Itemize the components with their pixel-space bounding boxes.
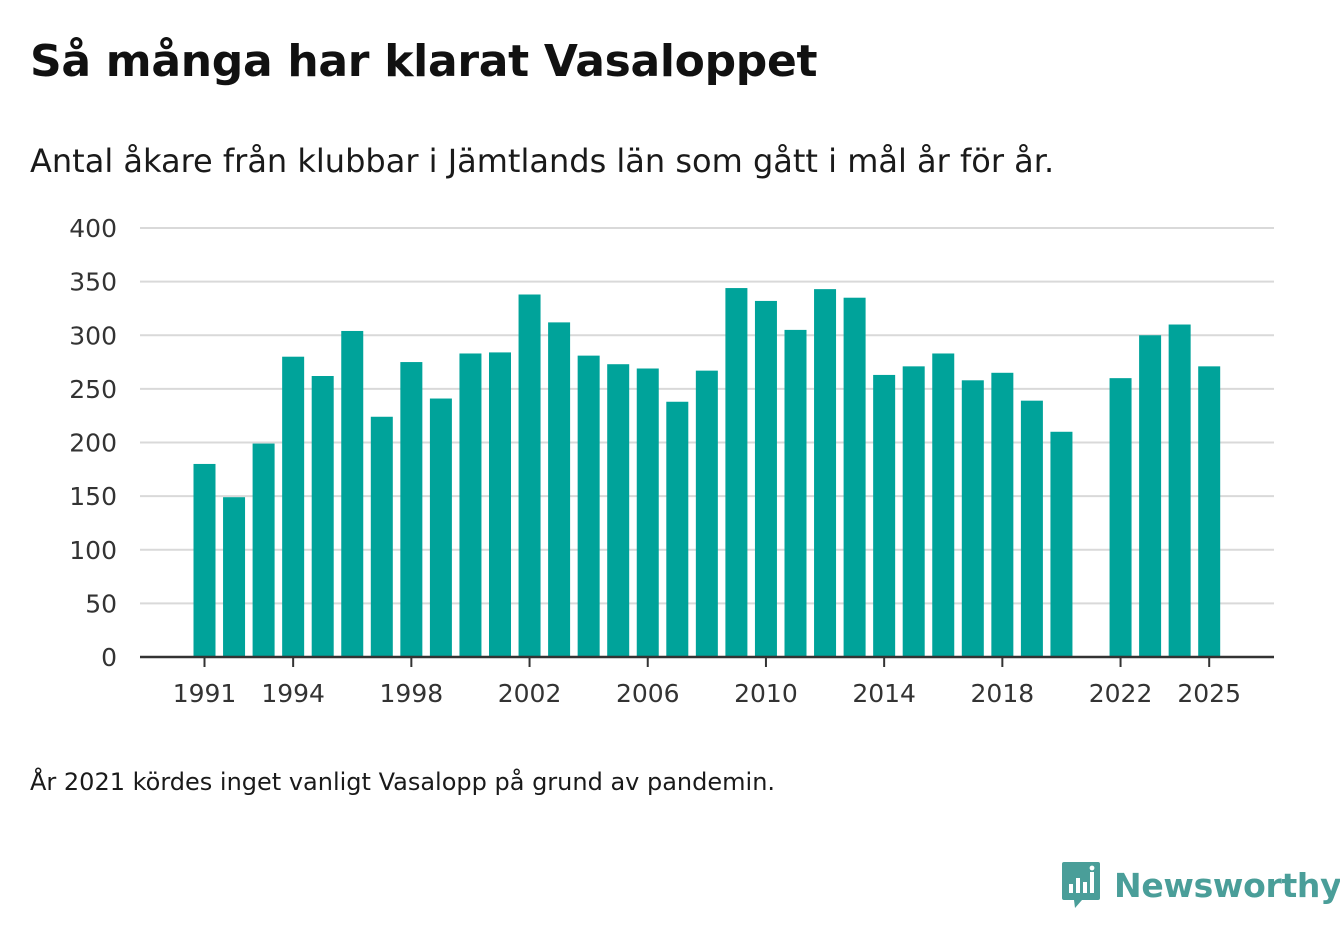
bar-2003[interactable] bbox=[548, 322, 571, 657]
bar-2024[interactable] bbox=[1168, 324, 1191, 657]
bar-1999[interactable] bbox=[429, 398, 452, 657]
chart-title: Så många har klarat Vasaloppet bbox=[30, 36, 818, 87]
y-tick-label: 400 bbox=[69, 214, 117, 243]
x-tick-label: 1991 bbox=[173, 679, 237, 708]
x-tick-label: 1994 bbox=[261, 679, 325, 708]
bar-2017[interactable] bbox=[961, 380, 984, 657]
y-tick-label: 350 bbox=[69, 268, 117, 297]
bar-2023[interactable] bbox=[1139, 335, 1162, 657]
y-tick-label: 200 bbox=[69, 429, 117, 458]
y-tick-label: 0 bbox=[101, 643, 117, 672]
bar-2001[interactable] bbox=[489, 352, 511, 657]
bar-2005[interactable] bbox=[607, 364, 630, 657]
bar-2025[interactable] bbox=[1198, 366, 1221, 657]
bar-2000[interactable] bbox=[459, 353, 482, 657]
bar-2013[interactable] bbox=[843, 297, 866, 657]
bar-2019[interactable] bbox=[1020, 400, 1043, 657]
bar-2020[interactable] bbox=[1050, 431, 1073, 657]
bar-2002[interactable] bbox=[518, 294, 541, 658]
bar-1997[interactable] bbox=[370, 416, 393, 657]
footnote: År 2021 kördes inget vanligt Vasalopp på… bbox=[30, 768, 776, 796]
x-tick-label: 2002 bbox=[498, 679, 562, 708]
bar-chart: 0 50 100 150 200 250 300 350 400 1991 1994 1998 200… bbox=[69, 214, 1274, 708]
bar-2004[interactable] bbox=[577, 355, 600, 657]
chart-subtitle: Antal åkare från klubbar i Jämtlands län… bbox=[30, 142, 1055, 180]
x-axis: 1991 1994 1998 2002 2006 2010 2014 2018 2022 2025 bbox=[140, 655, 1274, 708]
bar-1996[interactable] bbox=[341, 330, 364, 657]
bar-2008[interactable] bbox=[695, 370, 718, 657]
x-tick-label: 2010 bbox=[734, 679, 798, 708]
bar-1992[interactable] bbox=[223, 497, 246, 657]
bar-1994[interactable] bbox=[282, 356, 305, 657]
y-tick-label: 300 bbox=[69, 321, 117, 350]
x-tick-label: 2022 bbox=[1089, 679, 1153, 708]
bar-2009[interactable] bbox=[725, 288, 748, 657]
newsworthy-logo-icon bbox=[1062, 862, 1100, 908]
bar-1993[interactable] bbox=[252, 443, 275, 657]
bar-2006[interactable] bbox=[636, 368, 659, 658]
bar-1998[interactable] bbox=[400, 362, 423, 657]
bar-2022[interactable] bbox=[1109, 378, 1132, 657]
brand-name: Newsworthy bbox=[1114, 865, 1340, 905]
y-tick-label: 150 bbox=[69, 482, 117, 511]
x-tick-label: 2006 bbox=[616, 679, 680, 708]
x-tick-label: 2014 bbox=[852, 679, 916, 708]
x-tick-label: 1998 bbox=[380, 679, 444, 708]
newsworthy-logo[interactable]: Newsworthy bbox=[1060, 860, 1340, 910]
bar-2014[interactable] bbox=[873, 374, 896, 657]
bar-1991[interactable] bbox=[193, 463, 216, 657]
bar-2010[interactable] bbox=[754, 300, 777, 657]
bar-2015[interactable] bbox=[902, 366, 925, 657]
bar-1995[interactable] bbox=[311, 376, 334, 657]
bar-2018[interactable] bbox=[991, 372, 1014, 657]
x-tick-label: 2018 bbox=[971, 679, 1035, 708]
bar-2016[interactable] bbox=[932, 353, 955, 657]
bar-2012[interactable] bbox=[814, 289, 837, 657]
bars bbox=[193, 288, 1221, 658]
y-tick-label: 50 bbox=[85, 589, 117, 618]
bar-2011[interactable] bbox=[784, 329, 807, 657]
x-tick-label: 2025 bbox=[1177, 679, 1241, 708]
y-tick-label: 100 bbox=[69, 536, 117, 565]
y-axis-ticks: 0 50 100 150 200 250 300 350 400 bbox=[69, 214, 117, 672]
bar-2007[interactable] bbox=[666, 401, 689, 657]
y-tick-label: 250 bbox=[69, 375, 117, 404]
